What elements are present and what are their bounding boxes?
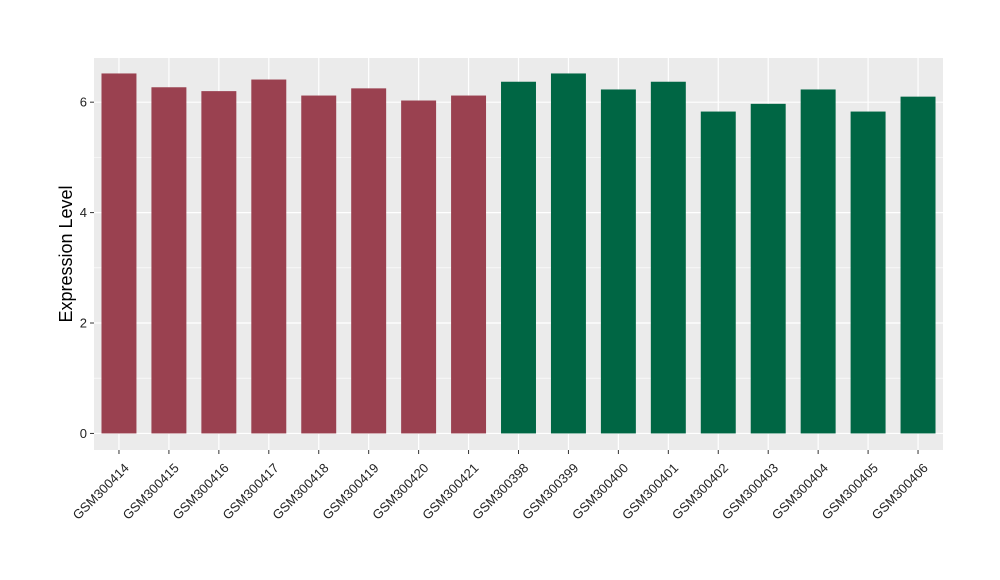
y-tick-label: 0 bbox=[80, 426, 87, 441]
bar-GSM300421 bbox=[451, 95, 487, 434]
bar-GSM300398 bbox=[501, 81, 536, 434]
bar-GSM300417 bbox=[251, 79, 287, 434]
bar-GSM300404 bbox=[800, 89, 836, 434]
bar-GSM300418 bbox=[301, 95, 337, 434]
bar-GSM300401 bbox=[650, 81, 686, 434]
bar-GSM300399 bbox=[550, 73, 586, 434]
bar-GSM300415 bbox=[151, 87, 187, 434]
y-tick-label: 6 bbox=[80, 95, 87, 110]
bar-GSM300414 bbox=[101, 73, 137, 434]
y-tick-label: 4 bbox=[80, 205, 87, 220]
bar-GSM300419 bbox=[351, 88, 387, 434]
bar-GSM300400 bbox=[600, 89, 636, 434]
bars bbox=[101, 73, 936, 434]
x-axis: GSM300414GSM300415GSM300416GSM300417GSM3… bbox=[70, 450, 931, 523]
bar-GSM300416 bbox=[201, 91, 237, 434]
bar-GSM300420 bbox=[401, 100, 437, 434]
bar-GSM300403 bbox=[750, 103, 786, 434]
bar-GSM300402 bbox=[700, 111, 736, 434]
y-axis: 0 2 4 6 bbox=[80, 95, 94, 441]
bar-GSM300405 bbox=[850, 111, 886, 434]
y-tick-label: 2 bbox=[80, 316, 87, 331]
y-axis-title: Expression Level bbox=[56, 185, 76, 322]
bar-GSM300406 bbox=[900, 96, 936, 434]
